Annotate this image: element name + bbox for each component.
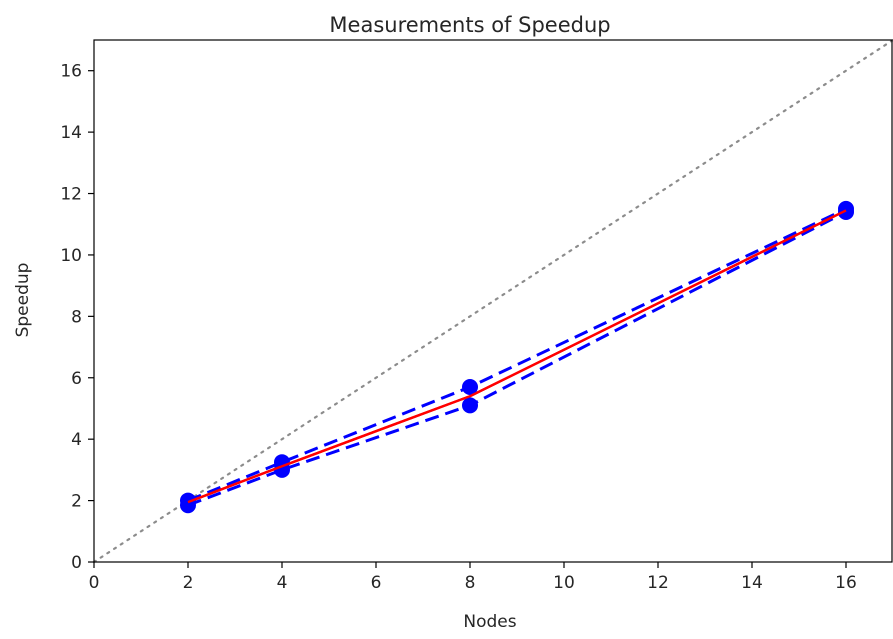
y-tick-label-0: 0 xyxy=(71,553,82,573)
series-line-mean-overlay xyxy=(187,209,847,504)
series-line-ideal xyxy=(92,38,893,564)
x-tick-label-14: 14 xyxy=(741,573,763,593)
x-tick-label-8: 8 xyxy=(465,573,476,593)
x-tick-label-12: 12 xyxy=(647,573,669,593)
series-line-upper xyxy=(187,207,847,502)
x-tick-label-0: 0 xyxy=(89,573,100,593)
y-tick-label-10: 10 xyxy=(60,246,82,266)
y-axis-label: Speedup xyxy=(13,263,33,338)
x-axis-label: Nodes xyxy=(463,612,516,632)
axes-layer: 0 2 4 6 8 10 12 14 16 0 2 4 6 8 10 12 14 16 xyxy=(60,39,893,593)
y-tick-label-14: 14 xyxy=(60,123,82,143)
data-point-lower-8 xyxy=(462,397,478,414)
y-tick-label-2: 2 xyxy=(71,492,82,512)
y-tick-label-12: 12 xyxy=(60,185,82,205)
x-tick-label-16: 16 xyxy=(835,573,857,593)
data-point-upper-8 xyxy=(462,378,478,395)
y-tick-label-16: 16 xyxy=(60,62,82,82)
x-tick-label-10: 10 xyxy=(553,573,575,593)
y-tick-label-8: 8 xyxy=(71,307,82,327)
chart-title: Measurements of Speedup xyxy=(329,13,610,37)
data-point-lower-16 xyxy=(838,203,854,220)
x-tick-label-6: 6 xyxy=(371,573,382,593)
series-layer xyxy=(92,38,893,564)
y-tick-label-4: 4 xyxy=(71,430,82,450)
y-tick-label-6: 6 xyxy=(71,369,82,389)
x-tick-label-4: 4 xyxy=(277,573,288,593)
x-tick-label-2: 2 xyxy=(183,573,194,593)
series-line-lower xyxy=(187,210,847,507)
axes-frame xyxy=(93,39,893,563)
